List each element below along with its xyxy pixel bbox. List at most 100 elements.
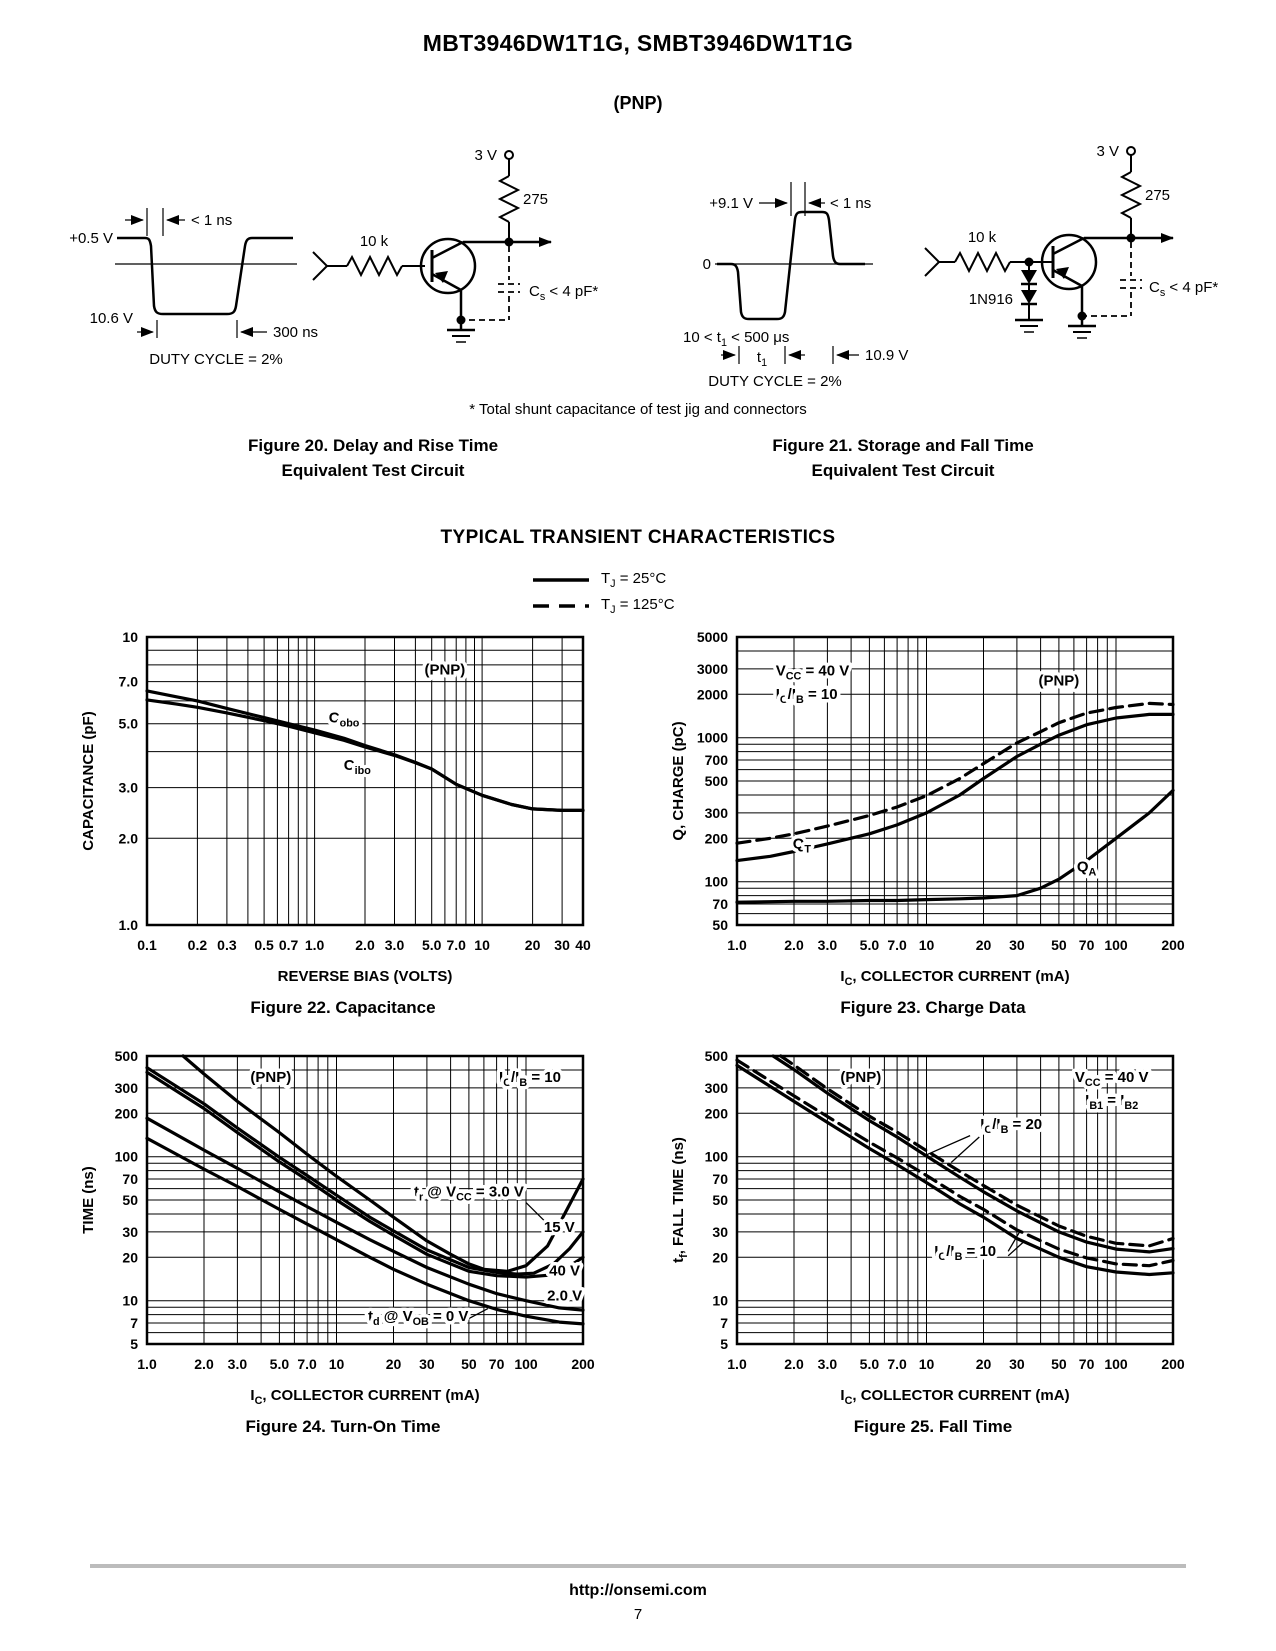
x-tick-label: 5.0: [270, 1356, 290, 1372]
figure21-circuit: +9.1 V < 1 ns 0 10 < t1 < 500 μs t1 10.9…: [683, 143, 1218, 390]
y-tick-label: 70: [712, 896, 728, 912]
figure23-chart-caption: Figure 23. Charge Data: [840, 998, 1026, 1018]
collector-lead: [431, 240, 464, 260]
legend-solid-line: [533, 578, 589, 583]
x-tick-label: 200: [571, 1356, 595, 1372]
diode-icon: [1021, 290, 1037, 304]
charts-grid: (PNP) Cobo Cibo 0.1 0.2 0.3 0.5 0.7 1.0 2.0 3.0 5.0…: [0, 623, 1276, 1461]
y-tick-label: 700: [705, 752, 729, 768]
curves: [145, 689, 585, 813]
x-tick-label: 7.0: [887, 937, 907, 953]
annotation-leader: [926, 1135, 971, 1156]
series-tr_40V: [145, 1070, 585, 1279]
emitter-lead: [431, 272, 462, 292]
y-tick-label: 200: [115, 1106, 139, 1122]
x-tick-label: 30: [419, 1356, 435, 1372]
pnp-arrow-icon: [1056, 267, 1069, 279]
x-tick-label: 100: [514, 1356, 538, 1372]
plot-frame: [145, 1055, 585, 1346]
edge-time-label: < 1 ns: [191, 212, 232, 229]
pnp-arrow-icon: [435, 271, 448, 283]
transistor-symbol: [419, 237, 477, 295]
legend-item-125c: TJ = 125°C: [533, 593, 743, 619]
figure25-chart-caption: Figure 25. Fall Time: [853, 1417, 1013, 1437]
axis-ticks: 1.0 2.0 3.0 5.0 7.0 10 20 30 50 70 100 200 50 70 100 20…: [697, 629, 1185, 953]
annotation-label: Cobo: [329, 710, 360, 730]
v-bottom-label: 10.9 V: [865, 347, 908, 364]
x-tick-label: 2.0: [784, 937, 804, 953]
y-tick-label: 300: [115, 1080, 139, 1096]
supply-terminal-icon: [1126, 146, 1136, 156]
y-tick-label: 50: [712, 1192, 728, 1208]
x-tick-label: 50: [1051, 937, 1067, 953]
x-tick-label: 40: [575, 937, 591, 953]
chart-legend: TJ = 25°C TJ = 125°C: [533, 567, 743, 619]
annotation-leader: [950, 1136, 980, 1164]
series-QA: [735, 789, 1175, 905]
turn-on-time-chart: (PNP) IC/IB = 10 tr @ VCC = 3.0 V 15 V 40 V 2…: [80, 1048, 595, 1407]
x-tick-label: 3.0: [228, 1356, 248, 1372]
fig20-schematic: [312, 150, 552, 343]
y-tick-label: 30: [712, 1224, 728, 1240]
y-tick-label: 10: [122, 629, 138, 645]
supply-label: 3 V: [474, 147, 497, 164]
figure25-cell: (PNP) VCC = 40 V IB1 = IB2 IC/IB = 20 IC/IB …: [663, 1042, 1203, 1461]
pulse-waveform: [717, 210, 865, 321]
curves: [145, 1054, 585, 1326]
t1-label: t1: [757, 349, 767, 369]
series-td_0V: [145, 1136, 585, 1326]
x-tick-label: 5.0: [860, 937, 880, 953]
x-tick-label: 70: [1079, 937, 1095, 953]
y-axis-title: Q, CHARGE (pC): [670, 722, 687, 841]
measure-marks: [721, 182, 859, 364]
figure24-cell: (PNP) IC/IB = 10 tr @ VCC = 3.0 V 15 V 40 V 2…: [73, 1042, 613, 1461]
series-tf_IcIb20_125C: [779, 1054, 1175, 1248]
base-resistor-symbol: [346, 254, 403, 278]
ground-icon: [447, 328, 475, 343]
y-tick-label: 7.0: [119, 674, 139, 690]
figure20-caption-line2: Equivalent Test Circuit: [281, 460, 465, 480]
grid: [737, 637, 1173, 926]
plot-frame: [735, 1055, 1175, 1346]
zero-label: 0: [703, 256, 711, 273]
v-top-label: +9.1 V: [709, 195, 753, 212]
y-tick-label: 500: [705, 773, 729, 789]
x-tick-label: 100: [1104, 937, 1128, 953]
x-tick-label: 30: [1009, 1356, 1025, 1372]
annotations: (PNP) Cobo Cibo: [325, 658, 469, 780]
annotation-leader: [1007, 1240, 1026, 1257]
y-tick-label: 10: [122, 1293, 138, 1309]
x-tick-label: 70: [1079, 1356, 1095, 1372]
y-axis-title: TIME (ns): [80, 1167, 97, 1235]
figure24-chart-caption: Figure 24. Turn-On Time: [245, 1417, 441, 1437]
x-tick-label: 20: [976, 937, 992, 953]
input-source-icon: [924, 247, 941, 277]
measure-marks: [125, 208, 267, 338]
y-tick-label: 50: [122, 1192, 138, 1208]
diode-icon: [1021, 270, 1037, 284]
load-resistor-symbol: [497, 175, 521, 223]
page-footer: http://onsemi.com 7: [0, 1564, 1276, 1623]
annotations: (PNP) IC/IB = 10 tr @ VCC = 3.0 V 15 V 40 V 2…: [247, 1066, 586, 1332]
x-tick-label: 2.0: [355, 937, 375, 953]
series-QT_25C: [735, 713, 1175, 863]
series-Cibo: [145, 698, 585, 813]
fig20-waveform: [115, 208, 297, 338]
x-tick-label: 5.0: [422, 937, 442, 953]
annotation-leader: [1007, 1231, 1021, 1252]
y-tick-label: 50: [712, 917, 728, 933]
curves: [735, 702, 1175, 905]
legend-item-25c: TJ = 25°C: [533, 567, 743, 593]
y-tick-label: 30: [122, 1224, 138, 1240]
v-top-label: +0.5 V: [69, 230, 113, 247]
pulse-width-label: 300 ns: [273, 324, 318, 341]
load-resistor-label: 275: [1145, 187, 1170, 204]
axis-ticks: 1.0 2.0 3.0 5.0 7.0 10 20 30 50 70 100 200 5 7 10 20 30 5…: [115, 1048, 595, 1372]
x-tick-label: 7.0: [446, 937, 466, 953]
x-tick-label: 1.0: [727, 937, 747, 953]
y-tick-label: 2000: [697, 687, 728, 703]
annotation-label: QA: [1077, 859, 1097, 879]
x-tick-label: 10: [474, 937, 490, 953]
